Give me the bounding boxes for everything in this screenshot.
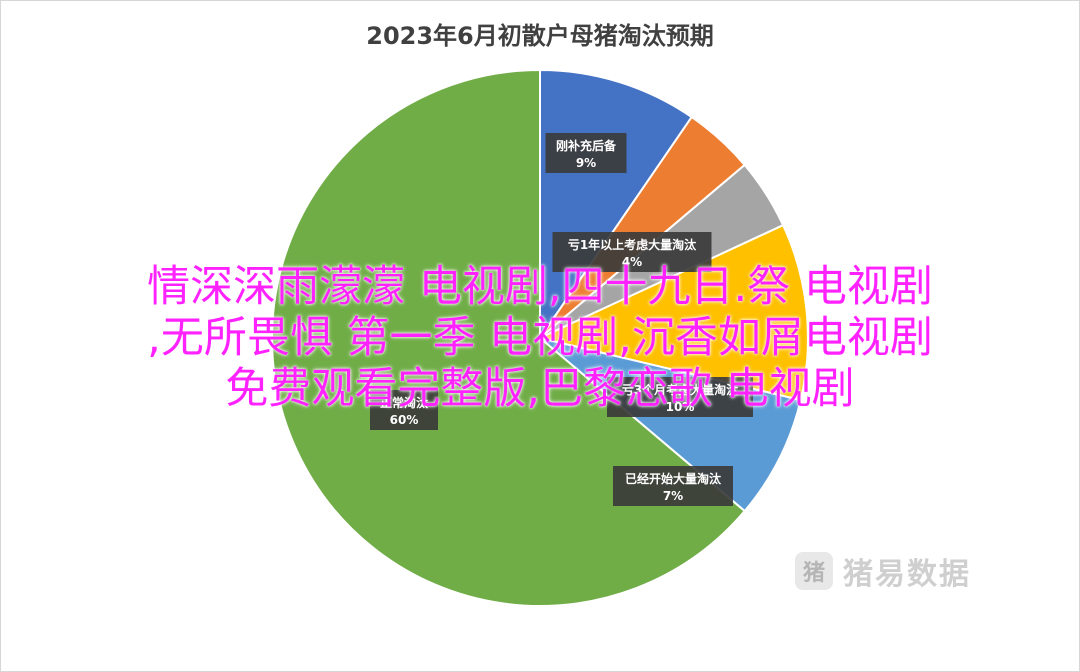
watermark-logo-icon: 猪	[795, 552, 833, 590]
data-label-box	[607, 377, 753, 417]
slice-label: 亏1年以上考虑大量淘汰	[568, 237, 697, 252]
slice-percent: 7%	[663, 489, 683, 503]
slice-data-label: 正常淘汰 60%	[370, 390, 438, 430]
slice-label: 正常淘汰	[380, 395, 429, 410]
slice-percent: 4%	[622, 255, 642, 269]
slice-percent: 10%	[666, 400, 695, 414]
slice-label: 亏3个月考虑大量淘汰	[622, 382, 739, 397]
slice-label: 已经开始大量淘汰	[625, 471, 722, 486]
slice-data-label: 亏3个月考虑大量淘汰 10%	[607, 377, 753, 417]
slice-data-label: 已经开始大量淘汰 7%	[613, 466, 733, 506]
data-label-box	[370, 390, 438, 430]
slice-percent: 9%	[576, 156, 596, 170]
data-label-box	[545, 133, 627, 173]
overlay-line: ,无所畏惧 第一季 电视剧,沉香如屑电视剧	[147, 313, 933, 363]
chart-title: 2023年6月初散户母猪淘汰预期	[366, 22, 714, 50]
overlay-line: 情深深雨濛濛 电视剧,四十九日.祭 电视剧	[147, 262, 933, 312]
watermark: 猪 猪易数据	[783, 544, 1019, 598]
pie-slice	[536, 223, 809, 402]
overlay-line: 免费观看完整版,巴黎恋歌 电视剧	[225, 364, 855, 414]
pie-slice	[539, 337, 802, 513]
slice-label: 刚补充后备	[556, 138, 617, 153]
data-label-box	[552, 232, 712, 272]
slice-data-label: 刚补充后备 9%	[545, 133, 627, 173]
data-label-box	[613, 466, 733, 506]
overlay-text: 情深深雨濛濛 电视剧,四十九日.祭 电视剧 ,无所畏惧 第一季 电视剧,沉香如屑…	[0, 262, 1080, 415]
slice-percent: 60%	[390, 413, 419, 427]
slice-data-label: 亏1年以上考虑大量淘汰 4%	[552, 232, 712, 272]
watermark-text: 猪易数据	[843, 557, 971, 592]
